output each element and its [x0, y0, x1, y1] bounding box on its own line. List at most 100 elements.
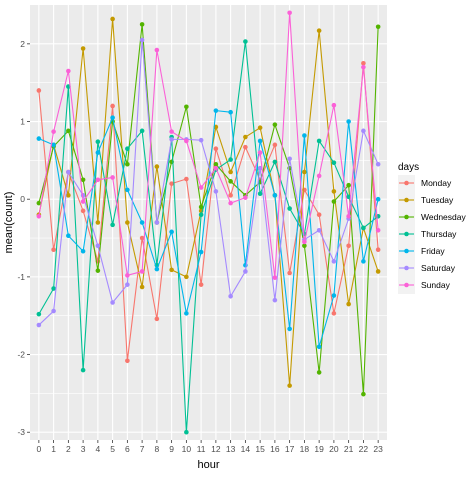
data-point	[139, 269, 145, 274]
data-point	[346, 243, 351, 249]
data-point	[257, 138, 263, 144]
data-point	[36, 311, 42, 317]
data-point	[80, 248, 86, 254]
data-point	[169, 137, 174, 142]
data-point	[110, 222, 115, 228]
x-tick-label: 22	[359, 444, 369, 454]
data-point	[66, 193, 71, 198]
data-point	[228, 200, 233, 206]
data-point	[125, 282, 130, 287]
data-point	[243, 134, 248, 140]
y-tick-label: 0	[20, 194, 25, 204]
series-thursday	[36, 39, 381, 435]
data-point	[36, 213, 42, 219]
data-point	[213, 161, 219, 167]
legend-item-wednesday: Wednesday	[398, 209, 466, 226]
data-point	[125, 187, 130, 193]
minor-gridlines	[30, 82, 387, 394]
data-point	[95, 139, 101, 145]
legend-label: Monday	[421, 178, 452, 188]
data-point	[361, 60, 366, 66]
data-point	[36, 322, 42, 328]
legend-label: Sunday	[421, 280, 451, 290]
data-point	[361, 391, 366, 397]
data-point	[272, 297, 278, 303]
legend-key-point	[404, 231, 409, 237]
data-point	[316, 28, 322, 33]
data-point	[125, 358, 130, 364]
data-point	[287, 156, 292, 162]
x-tick-label: 7	[140, 444, 145, 454]
data-point	[228, 293, 233, 299]
data-point	[110, 175, 115, 180]
data-point	[184, 138, 189, 144]
data-point	[80, 46, 86, 51]
data-point	[95, 268, 101, 273]
data-point	[110, 300, 115, 305]
data-point	[169, 267, 174, 273]
data-point	[80, 208, 86, 214]
x-tick-label: 23	[373, 444, 383, 454]
data-point	[228, 169, 233, 175]
data-point	[257, 125, 263, 131]
data-point	[302, 133, 307, 138]
y-tick-label: -3	[17, 427, 25, 437]
y-tick-label: -1	[17, 272, 25, 282]
data-point	[375, 227, 381, 233]
data-point	[66, 68, 71, 74]
data-point	[316, 173, 322, 179]
data-point	[361, 259, 366, 264]
legend-item-monday: Monday	[398, 175, 452, 192]
data-point	[213, 165, 219, 171]
data-point	[213, 189, 219, 194]
data-point	[243, 269, 248, 274]
data-point	[66, 128, 71, 134]
x-tick-label: 21	[344, 444, 354, 454]
legend-item-thursday: Thursday	[398, 226, 457, 243]
data-point	[169, 181, 174, 186]
legend-key-point	[404, 214, 409, 220]
x-tick-label: 2	[66, 444, 71, 454]
data-point	[154, 316, 160, 322]
series-tuesday	[36, 16, 381, 388]
data-point	[139, 284, 145, 290]
data-point	[302, 169, 307, 175]
data-point	[287, 383, 292, 388]
data-point	[346, 182, 351, 188]
data-point	[198, 282, 204, 287]
data-point	[198, 137, 204, 143]
legend-item-friday: Friday	[398, 243, 445, 260]
data-point	[125, 146, 130, 152]
legend-label: Tuesday	[421, 195, 454, 205]
data-point	[169, 129, 174, 134]
data-point	[184, 274, 189, 280]
legend-key-point	[404, 197, 409, 203]
series-sunday	[36, 10, 381, 280]
legend-label: Friday	[421, 246, 445, 256]
data-point	[346, 213, 351, 219]
data-point	[184, 429, 189, 435]
data-point	[346, 119, 351, 124]
x-tick-label: 19	[314, 444, 324, 454]
data-point	[125, 220, 130, 225]
data-point	[287, 10, 292, 16]
x-tick-label: 4	[95, 444, 100, 454]
x-tick-label: 5	[110, 444, 115, 454]
data-point	[257, 191, 263, 197]
data-point	[331, 189, 337, 194]
legend-key-point	[404, 265, 409, 271]
data-point	[154, 266, 160, 272]
legend-item-tuesday: Tuesday	[398, 192, 454, 209]
legend-item-sunday: Sunday	[398, 277, 451, 294]
legend-item-saturday: Saturday	[398, 260, 456, 277]
series-line	[38, 12, 379, 279]
series-friday	[36, 108, 381, 350]
series-layer	[36, 10, 381, 435]
data-point	[287, 326, 292, 332]
data-point	[272, 275, 278, 280]
y-axis-title: mean(count)	[3, 192, 15, 254]
data-point	[228, 157, 233, 162]
data-point	[36, 200, 42, 206]
data-point	[51, 308, 56, 314]
